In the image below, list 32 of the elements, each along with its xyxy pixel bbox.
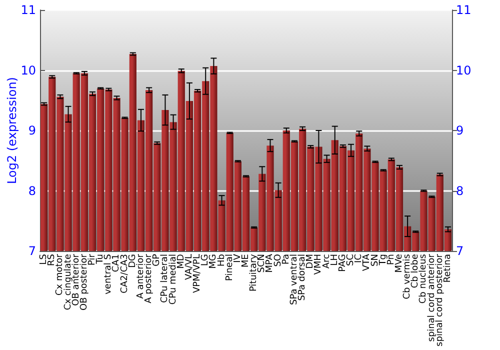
x-tick-label: DG: [128, 254, 138, 268]
y-tick-label: 11: [20, 3, 36, 17]
x-tick-label: Tg: [378, 254, 388, 266]
x-tick-label: VA/VL: [184, 254, 194, 280]
y-tick-label: 10: [20, 63, 36, 78]
x-tick-label: ME: [241, 254, 251, 268]
x-tick-label: Pituitary: [249, 253, 260, 292]
y-axis-title: Log2 (expression): [5, 77, 19, 184]
y-tick-label: 8: [28, 184, 36, 198]
y2-tick-label: 8: [456, 184, 464, 198]
x-tick-label: OB posterior: [79, 254, 90, 311]
y2-tick-label: 11: [456, 3, 472, 17]
y-tick-label: 7: [28, 244, 36, 258]
x-tick-label: A posterior: [144, 254, 154, 304]
x-tick-label: Retina: [442, 254, 453, 283]
x-tick-label: SO: [273, 254, 284, 267]
y2-tick-label: 7: [456, 244, 464, 258]
x-tick-label: Arc: [322, 254, 332, 269]
y2-tick-label: 10: [456, 63, 472, 78]
x-tick-label: Pn: [386, 254, 396, 265]
x-tick-label: Hb: [216, 254, 227, 266]
y2-tick-label: 9: [456, 124, 464, 138]
x-tick-label: Pa: [281, 254, 292, 265]
x-tick-label: Pineal: [224, 254, 235, 281]
x-tick-label: VMH: [314, 254, 324, 275]
y-tick-label: 9: [28, 124, 36, 138]
x-tick-label: IV: [232, 253, 243, 263]
x-tick-label: SN: [370, 254, 380, 266]
x-tick-label: MVe: [394, 254, 404, 273]
x-tick-label: MD: [176, 254, 186, 269]
x-tick-label: CPu medial: [168, 254, 178, 305]
x-tick-label: spinal cord posterior: [434, 254, 445, 346]
